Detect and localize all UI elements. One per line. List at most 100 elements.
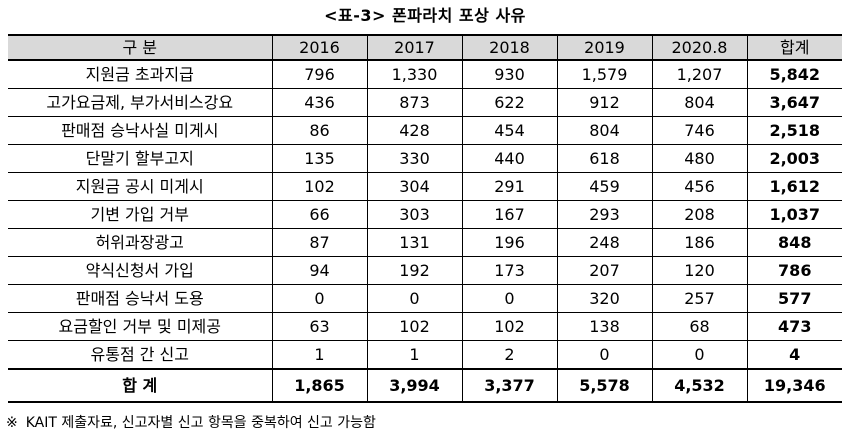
cell-value: 196 — [461, 228, 558, 257]
cell-value: 303 — [366, 200, 463, 229]
cell-value: 796 — [271, 59, 368, 89]
row-sum: 2,003 — [746, 144, 842, 173]
row-sum: 1,612 — [746, 172, 842, 201]
note-mark: ※ — [6, 415, 18, 431]
cell-value: 86 — [271, 116, 368, 145]
table-row: 단말기 할부고지 135 330 440 618 480 2,003 — [8, 144, 842, 173]
cell-value: 94 — [271, 256, 368, 285]
cell-value: 2 — [461, 340, 558, 370]
table-row: 요금할인 거부 및 미제공 63 102 102 138 68 473 — [8, 312, 842, 341]
cell-value: 138 — [556, 312, 653, 341]
cell-value: 320 — [556, 284, 653, 313]
row-label: 허위과장광고 — [8, 228, 273, 257]
total-value: 3,377 — [461, 368, 558, 403]
cell-value: 102 — [271, 172, 368, 201]
header-2017: 2017 — [366, 34, 463, 61]
cell-value: 208 — [651, 200, 748, 229]
row-label: 기변 가입 거부 — [8, 200, 273, 229]
total-row: 합 계 1,865 3,994 3,377 5,578 4,532 19,346 — [8, 368, 842, 403]
cell-value: 173 — [461, 256, 558, 285]
cell-value: 0 — [651, 340, 748, 370]
cell-value: 0 — [461, 284, 558, 313]
total-value: 4,532 — [651, 368, 748, 403]
table-row: 약식신청서 가입 94 192 173 207 120 786 — [8, 256, 842, 285]
cell-value: 66 — [271, 200, 368, 229]
table-row: 허위과장광고 87 131 196 248 186 848 — [8, 228, 842, 257]
header-row: 구 분 2016 2017 2018 2019 2020.8 합계 — [8, 34, 842, 61]
cell-value: 248 — [556, 228, 653, 257]
cell-value: 804 — [651, 88, 748, 117]
cell-value: 120 — [651, 256, 748, 285]
cell-value: 63 — [271, 312, 368, 341]
row-sum: 2,518 — [746, 116, 842, 145]
row-label: 고가요금제, 부가서비스강요 — [8, 88, 273, 117]
header-2018: 2018 — [461, 34, 558, 61]
row-label: 지원금 공시 미게시 — [8, 172, 273, 201]
cell-value: 291 — [461, 172, 558, 201]
row-sum: 473 — [746, 312, 842, 341]
cell-value: 167 — [461, 200, 558, 229]
footnote: ※ KAIT 제출자료, 신고자별 신고 항목을 중복하여 신고 가능함 — [6, 412, 376, 432]
table-row: 고가요금제, 부가서비스강요 436 873 622 912 804 3,647 — [8, 88, 842, 117]
header-category: 구 분 — [8, 34, 273, 61]
cell-value: 746 — [651, 116, 748, 145]
cell-value: 207 — [556, 256, 653, 285]
cell-value: 0 — [271, 284, 368, 313]
cell-value: 1,207 — [651, 59, 748, 89]
row-label: 판매점 승낙사실 미게시 — [8, 116, 273, 145]
row-sum: 848 — [746, 228, 842, 257]
header-2020-8: 2020.8 — [651, 34, 748, 61]
cell-value: 1,330 — [366, 59, 463, 89]
cell-value: 1 — [366, 340, 463, 370]
cell-value: 436 — [271, 88, 368, 117]
cell-value: 873 — [366, 88, 463, 117]
cell-value: 618 — [556, 144, 653, 173]
cell-value: 330 — [366, 144, 463, 173]
cell-value: 456 — [651, 172, 748, 201]
cell-value: 480 — [651, 144, 748, 173]
header-2016: 2016 — [271, 34, 368, 61]
cell-value: 87 — [271, 228, 368, 257]
cell-value: 135 — [271, 144, 368, 173]
cell-value: 454 — [461, 116, 558, 145]
cell-value: 1,579 — [556, 59, 653, 89]
cell-value: 0 — [556, 340, 653, 370]
table-row: 지원금 공시 미게시 102 304 291 459 456 1,612 — [8, 172, 842, 201]
cell-value: 186 — [651, 228, 748, 257]
row-sum: 1,037 — [746, 200, 842, 229]
cell-value: 0 — [366, 284, 463, 313]
report-reasons-table: 구 분 2016 2017 2018 2019 2020.8 합계 지원금 초과… — [8, 34, 842, 403]
cell-value: 440 — [461, 144, 558, 173]
row-sum: 3,647 — [746, 88, 842, 117]
cell-value: 304 — [366, 172, 463, 201]
total-value: 1,865 — [271, 368, 368, 403]
cell-value: 131 — [366, 228, 463, 257]
row-sum: 786 — [746, 256, 842, 285]
cell-value: 257 — [651, 284, 748, 313]
cell-value: 1 — [271, 340, 368, 370]
table-row: 지원금 초과지급 796 1,330 930 1,579 1,207 5,842 — [8, 59, 842, 89]
table-row: 유통점 간 신고 1 1 2 0 0 4 — [8, 340, 842, 370]
total-value: 5,578 — [556, 368, 653, 403]
cell-value: 930 — [461, 59, 558, 89]
row-sum: 577 — [746, 284, 842, 313]
row-label: 약식신청서 가입 — [8, 256, 273, 285]
cell-value: 192 — [366, 256, 463, 285]
cell-value: 102 — [461, 312, 558, 341]
row-label: 요금할인 거부 및 미제공 — [8, 312, 273, 341]
row-label: 유통점 간 신고 — [8, 340, 273, 370]
cell-value: 293 — [556, 200, 653, 229]
table-row: 판매점 승낙사실 미게시 86 428 454 804 746 2,518 — [8, 116, 842, 145]
row-label: 단말기 할부고지 — [8, 144, 273, 173]
note-text: KAIT 제출자료, 신고자별 신고 항목을 중복하여 신고 가능함 — [25, 415, 376, 431]
row-label: 지원금 초과지급 — [8, 59, 273, 89]
total-label: 합 계 — [8, 368, 273, 403]
cell-value: 912 — [556, 88, 653, 117]
row-sum: 4 — [746, 340, 842, 370]
header-sum: 합계 — [746, 34, 842, 61]
cell-value: 622 — [461, 88, 558, 117]
table-row: 기변 가입 거부 66 303 167 293 208 1,037 — [8, 200, 842, 229]
cell-value: 102 — [366, 312, 463, 341]
cell-value: 428 — [366, 116, 463, 145]
cell-value: 459 — [556, 172, 653, 201]
